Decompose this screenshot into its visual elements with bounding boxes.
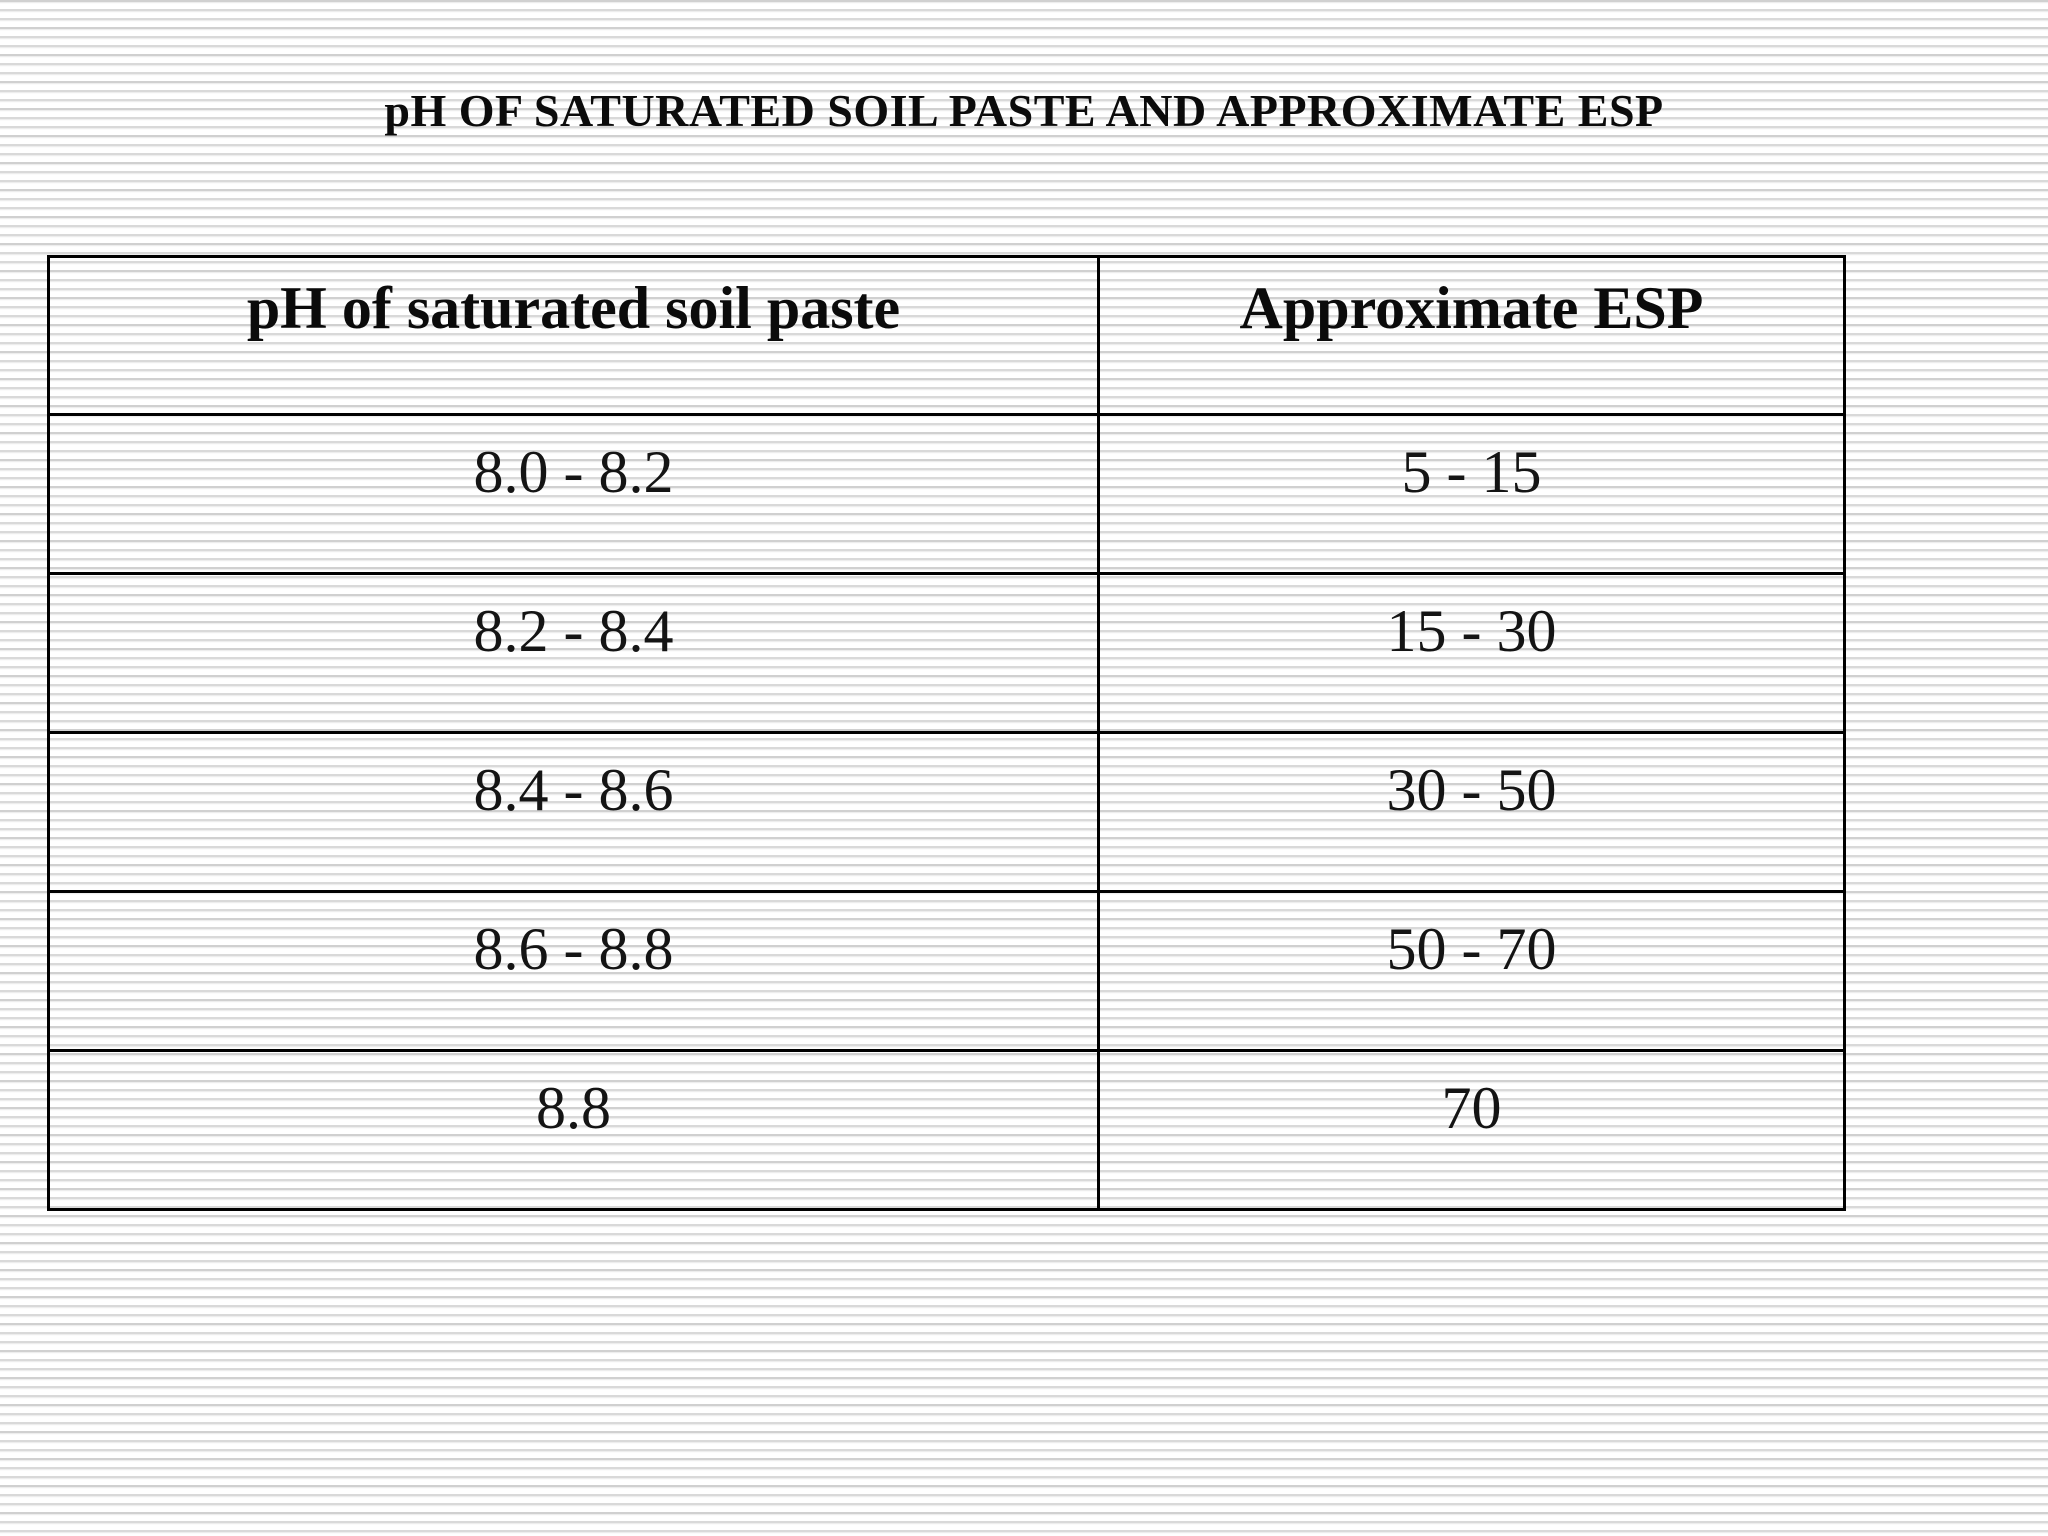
column-header-ph: pH of saturated soil paste <box>47 255 1100 416</box>
column-header-esp: Approximate ESP <box>1097 255 1846 416</box>
slide-title: pH OF SATURATED SOIL PASTE AND APPROXIMA… <box>384 85 1664 136</box>
table-row: 8.6 - 8.8 50 - 70 <box>47 890 1846 1052</box>
cell-esp-value: 50 - 70 <box>1097 890 1846 1052</box>
cell-esp-value: 5 - 15 <box>1097 413 1846 575</box>
cell-esp-value: 15 - 30 <box>1097 572 1846 734</box>
ph-esp-table: pH of saturated soil paste Approximate E… <box>47 255 1846 1211</box>
table-row: 8.0 - 8.2 5 - 15 <box>47 413 1846 575</box>
cell-esp-value: 70 <box>1097 1049 1846 1211</box>
table-row: 8.2 - 8.4 15 - 30 <box>47 572 1846 734</box>
table-header-row: pH of saturated soil paste Approximate E… <box>47 255 1846 416</box>
cell-ph-range: 8.4 - 8.6 <box>47 731 1100 893</box>
cell-ph-range: 8.6 - 8.8 <box>47 890 1100 1052</box>
table-row: 8.4 - 8.6 30 - 50 <box>47 731 1846 893</box>
cell-ph-range: 8.2 - 8.4 <box>47 572 1100 734</box>
cell-ph-range: 8.0 - 8.2 <box>47 413 1100 575</box>
cell-esp-value: 30 - 50 <box>1097 731 1846 893</box>
table-row: 8.8 70 <box>47 1049 1846 1211</box>
cell-ph-range: 8.8 <box>47 1049 1100 1211</box>
